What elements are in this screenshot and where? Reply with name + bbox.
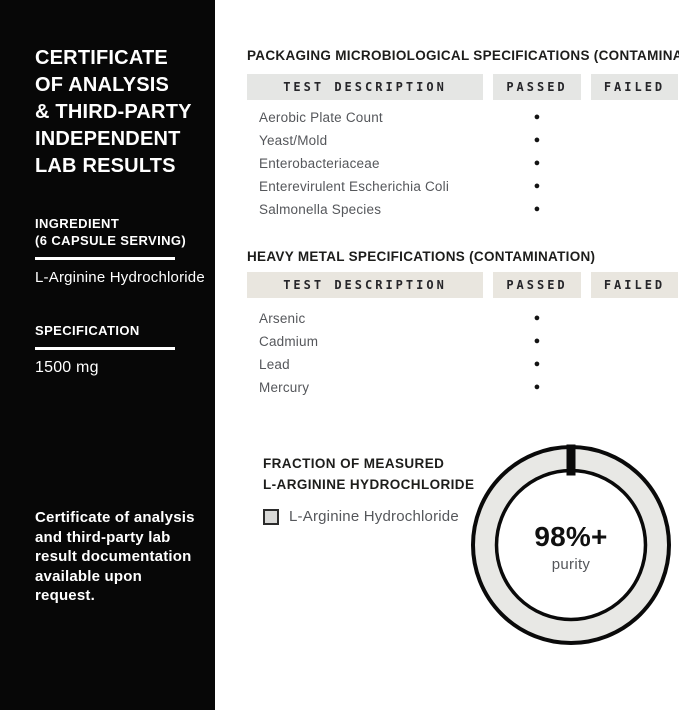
- donut-outer-outline: [471, 445, 671, 645]
- column-header-test-description: TEST DESCRIPTION: [247, 74, 483, 100]
- passed-dot: ●: [533, 203, 541, 215]
- test-name: Yeast/Mold: [259, 133, 328, 148]
- table-row: Enterobacteriaceae ●: [247, 152, 678, 175]
- table-row: Mercury ●: [247, 376, 678, 399]
- page-title-line: OF ANALYSIS: [35, 74, 170, 96]
- ingredient-value: L-Arginine Hydrochloride: [35, 269, 205, 286]
- table-header-heavy-metal: TEST DESCRIPTION PASSED FAILED: [247, 272, 678, 298]
- purity-donut-chart: [468, 442, 674, 648]
- legend-swatch-icon: [263, 508, 279, 525]
- donut-inner-outline: [494, 468, 648, 622]
- test-name: Mercury: [259, 380, 310, 395]
- test-name: Cadmium: [259, 334, 319, 349]
- ingredient-label-line1: INGREDIENT: [35, 216, 120, 231]
- passed-dot: ●: [533, 134, 541, 146]
- donut-remainder-tick: [566, 444, 576, 476]
- column-header-passed: PASSED: [493, 272, 581, 298]
- page-title-line: INDEPENDENT: [35, 128, 181, 150]
- table-body-microbiological: Aerobic Plate Count ● Yeast/Mold ● Enter…: [247, 106, 678, 221]
- section-title-heavy-metal: HEAVY METAL SPECIFICATIONS (CONTAMINATIO…: [247, 249, 596, 264]
- column-header-failed: FAILED: [591, 74, 678, 100]
- page-title-line: CERTIFICATE: [35, 47, 168, 69]
- column-header-passed: PASSED: [493, 74, 581, 100]
- test-name: Arsenic: [259, 311, 306, 326]
- table-row: Cadmium ●: [247, 330, 678, 353]
- table-row: Aerobic Plate Count ●: [247, 106, 678, 129]
- divider: [35, 257, 175, 260]
- chart-legend: L-Arginine Hydrochloride: [263, 508, 459, 525]
- fraction-heading-line1: FRACTION OF MEASURED: [263, 456, 445, 471]
- passed-dot: ●: [533, 358, 541, 370]
- page-title-line: & THIRD-PARTY: [35, 101, 192, 123]
- test-name: Enterobacteriaceae: [259, 156, 380, 171]
- section-title-microbiological: PACKAGING MICROBIOLOGICAL SPECIFICATIONS…: [247, 48, 679, 63]
- ingredient-block: INGREDIENT (6 CAPSULE SERVING) L-Arginin…: [35, 215, 205, 286]
- test-name: Aerobic Plate Count: [259, 110, 383, 125]
- passed-dot: ●: [533, 381, 541, 393]
- specification-label: SPECIFICATION: [35, 323, 140, 338]
- sidebar: CERTIFICATE OF ANALYSIS & THIRD-PARTY IN…: [0, 0, 215, 710]
- specification-value: 1500 mg: [35, 359, 99, 376]
- ingredient-label-line2: (6 CAPSULE SERVING): [35, 233, 187, 248]
- ingredient-label: INGREDIENT (6 CAPSULE SERVING): [35, 215, 205, 249]
- legend-label: L-Arginine Hydrochloride: [289, 508, 459, 525]
- test-name: Enterevirulent Escherichia Coli: [259, 179, 450, 194]
- divider: [35, 347, 175, 350]
- column-header-failed: FAILED: [591, 272, 678, 298]
- passed-dot: ●: [533, 180, 541, 192]
- table-row: Salmonella Species ●: [247, 198, 678, 221]
- table-body-heavy-metal: Arsenic ● Cadmium ● Lead ● Mercury ●: [247, 307, 678, 399]
- page-title: CERTIFICATE OF ANALYSIS & THIRD-PARTY IN…: [35, 45, 192, 180]
- table-header-microbiological: TEST DESCRIPTION PASSED FAILED: [247, 74, 678, 100]
- donut-ring: [474, 448, 668, 642]
- availability-footnote: Certificate of analysis and third-party …: [35, 509, 195, 604]
- test-name: Salmonella Species: [259, 202, 382, 217]
- passed-dot: ●: [533, 312, 541, 324]
- page-title-line: LAB RESULTS: [35, 155, 176, 177]
- specification-block: SPECIFICATION 1500 mg: [35, 322, 175, 377]
- table-row: Yeast/Mold ●: [247, 129, 678, 152]
- passed-dot: ●: [533, 157, 541, 169]
- donut-chart-svg: [471, 444, 671, 645]
- passed-dot: ●: [533, 335, 541, 347]
- passed-dot: ●: [533, 111, 541, 123]
- test-name: Lead: [259, 357, 290, 372]
- table-row: Lead ●: [247, 353, 678, 376]
- fraction-heading-line2: L-ARGININE HYDROCHLORIDE: [263, 477, 475, 492]
- table-row: Enterevirulent Escherichia Coli ●: [247, 175, 678, 198]
- fraction-heading: FRACTION OF MEASURED L-ARGININE HYDROCHL…: [263, 453, 474, 495]
- column-header-test-description: TEST DESCRIPTION: [247, 272, 483, 298]
- table-row: Arsenic ●: [247, 307, 678, 330]
